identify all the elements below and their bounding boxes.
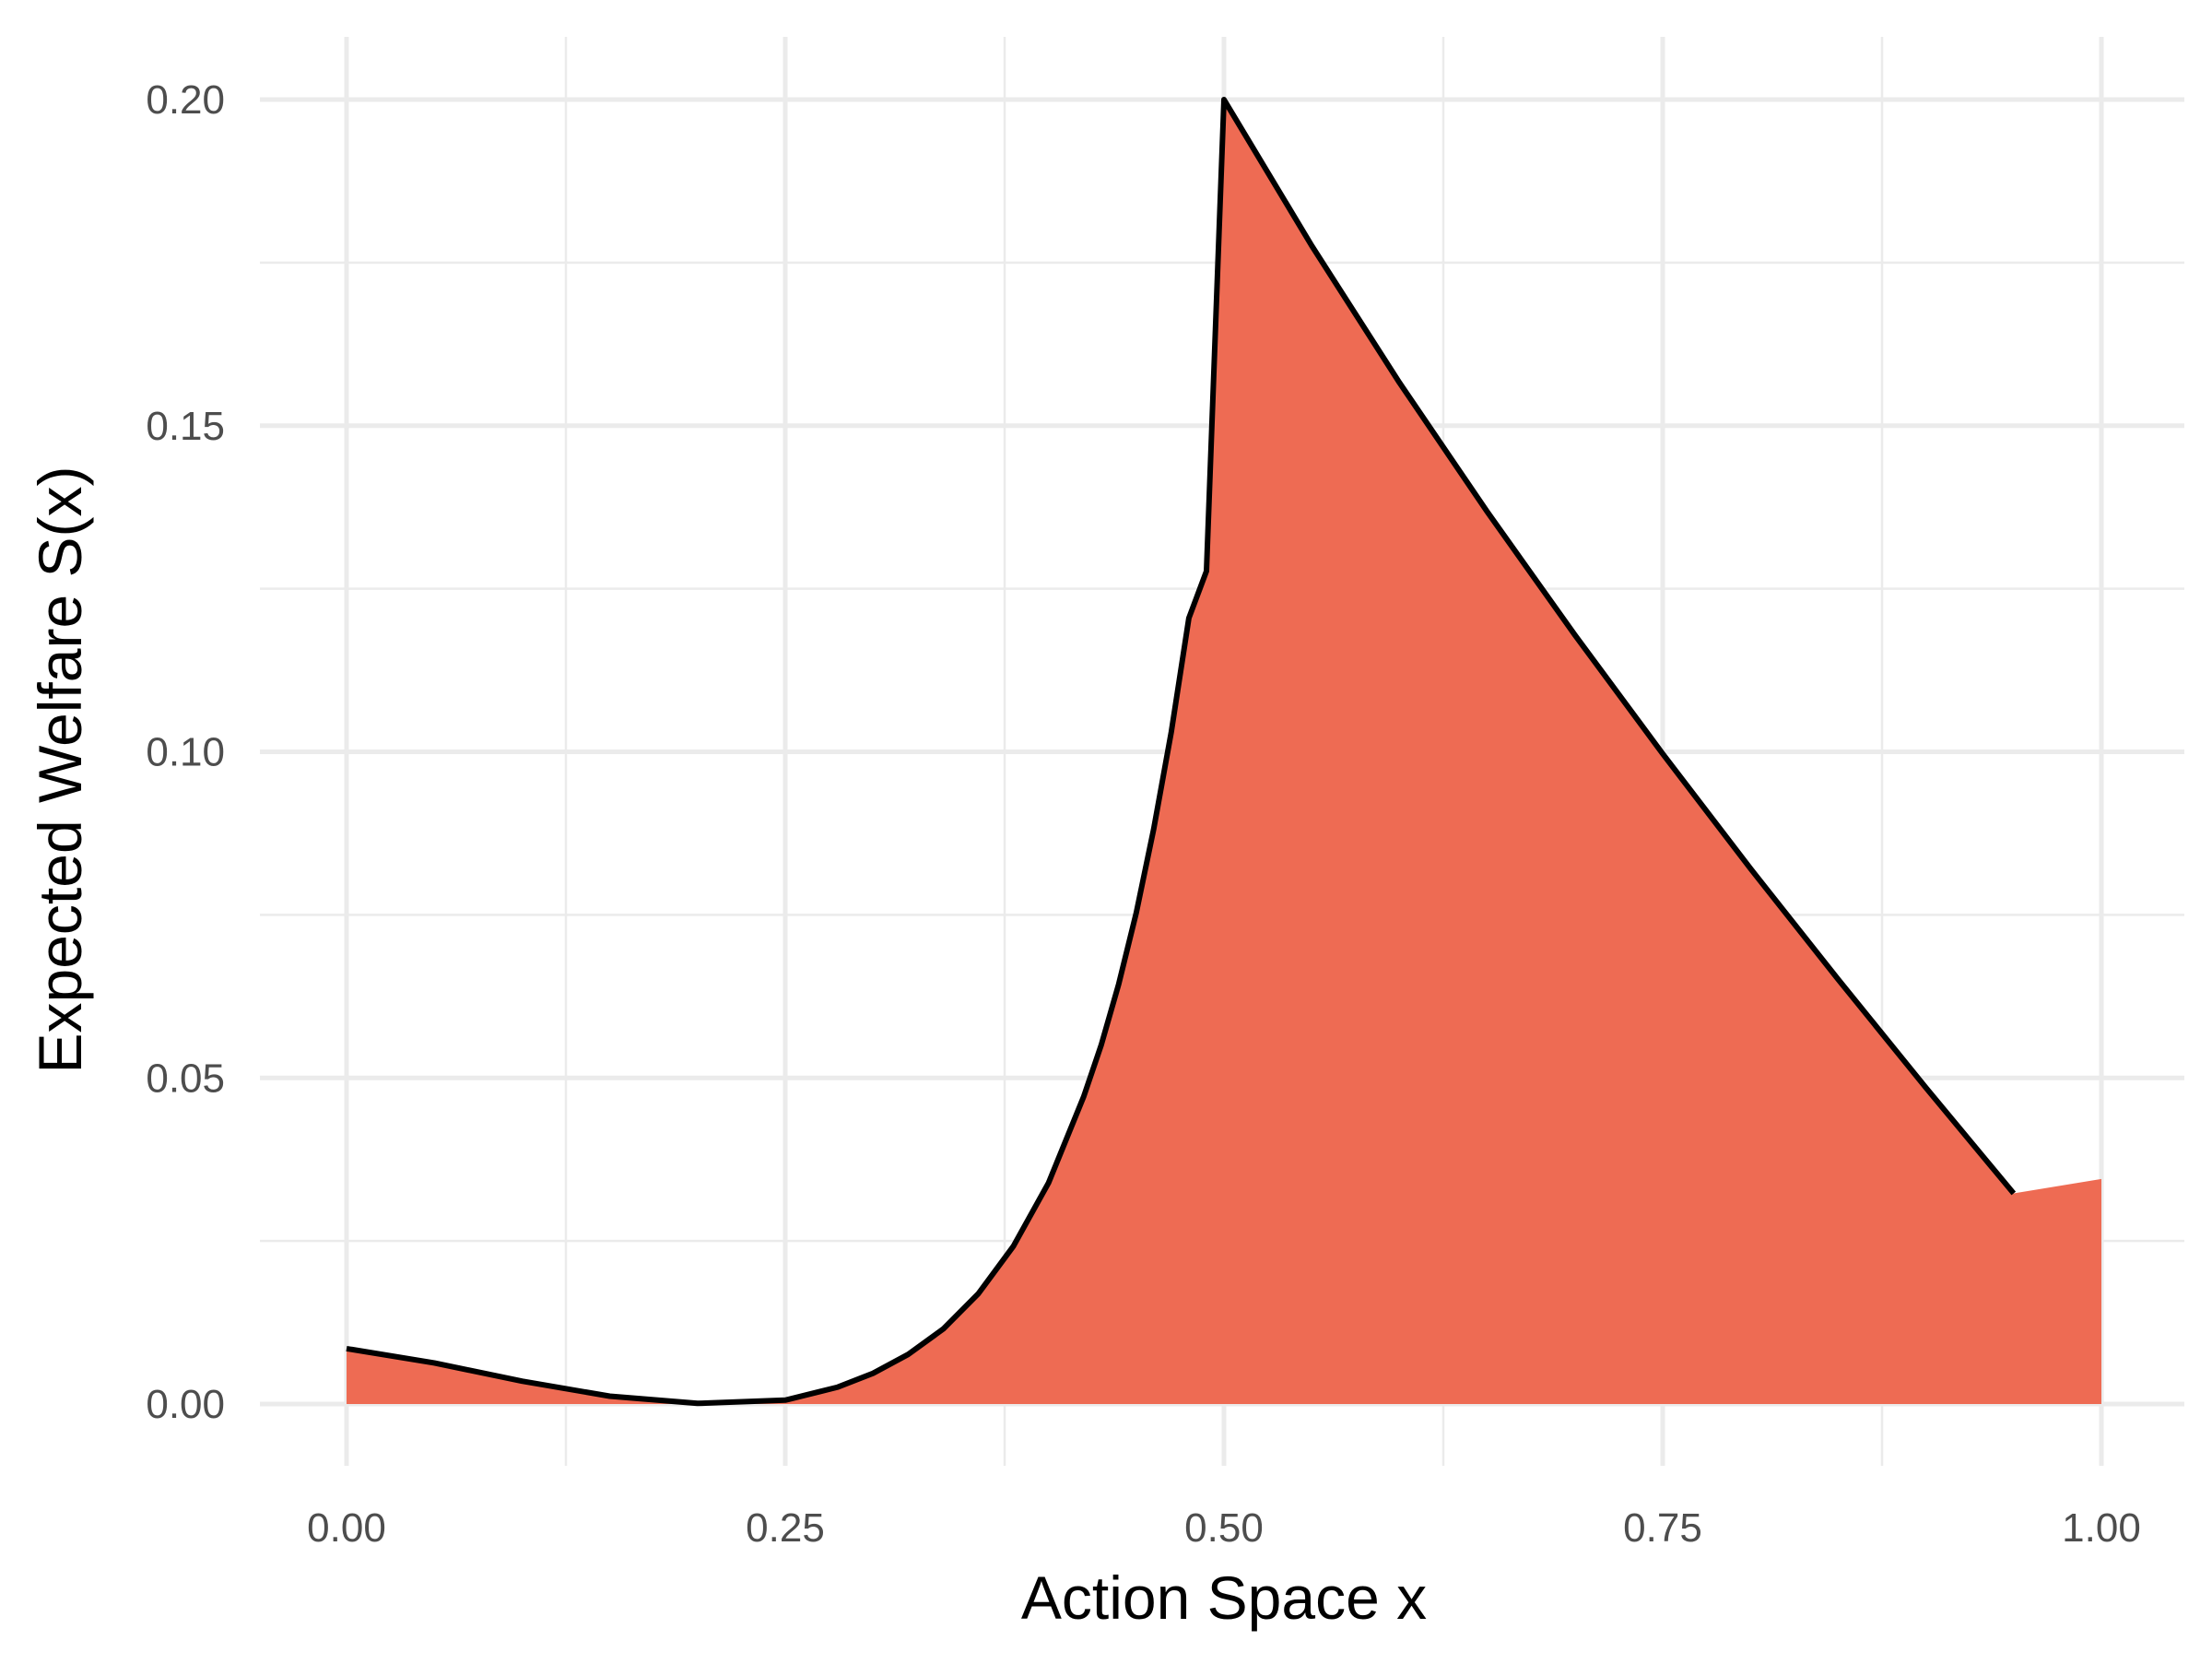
y-tick-label: 0.00: [146, 1382, 225, 1427]
y-tick-label: 0.20: [146, 77, 225, 123]
x-tick-label: 1.00: [2062, 1505, 2141, 1551]
area-fill: [347, 100, 2101, 1404]
x-tick-labels: 0.00 0.25 0.50 0.75 1.00: [307, 1505, 2141, 1551]
y-tick-label: 0.10: [146, 730, 225, 775]
y-tick-label: 0.05: [146, 1056, 225, 1101]
x-tick-label: 0.50: [1184, 1505, 1264, 1551]
x-tick-label: 0.25: [746, 1505, 825, 1551]
x-tick-label: 0.75: [1623, 1505, 1702, 1551]
x-tick-label: 0.00: [307, 1505, 386, 1551]
y-tick-label: 0.15: [146, 404, 225, 449]
y-axis-title: Expected Welfare S(x): [26, 466, 94, 1073]
x-axis-title: Action Space x: [1021, 1564, 1427, 1632]
y-tick-labels: 0.00 0.05 0.10 0.15 0.20: [146, 77, 225, 1427]
series-line: [346, 97, 2017, 1407]
